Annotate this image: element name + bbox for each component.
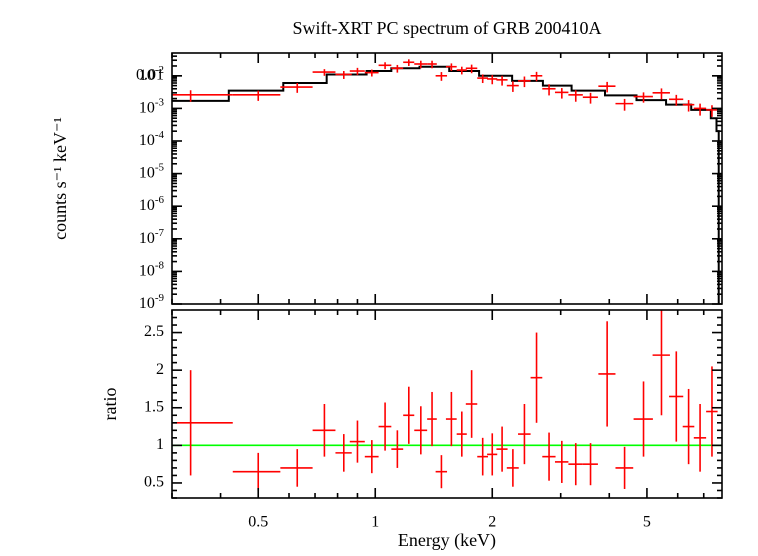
x-tick-label: 1 bbox=[371, 513, 379, 530]
ratio-tick-label: 1 bbox=[156, 436, 164, 453]
x-tick-label: 0.5 bbox=[248, 513, 268, 530]
spectrum-chart: Swift-XRT PC spectrum of GRB 200410A 0.5 1… bbox=[0, 0, 758, 556]
y-axis-label-top: counts s⁻¹ keV⁻¹ bbox=[50, 117, 70, 240]
ratio-tick-label: 1.5 bbox=[144, 398, 164, 415]
ratio-tick-label: 2 bbox=[156, 361, 164, 378]
x-tick-label: 5 bbox=[643, 513, 651, 530]
chart-title: Swift-XRT PC spectrum of GRB 200410A bbox=[292, 18, 601, 38]
y-axis-label-bottom: ratio bbox=[100, 388, 120, 421]
x-tick-label: 2 bbox=[488, 513, 496, 530]
y-tick-label: 0.01 bbox=[136, 66, 164, 83]
x-axis-label: Energy (keV) bbox=[398, 530, 496, 551]
ratio-tick-label: 2.5 bbox=[144, 323, 164, 340]
ratio-tick-label: 0.5 bbox=[144, 474, 164, 491]
